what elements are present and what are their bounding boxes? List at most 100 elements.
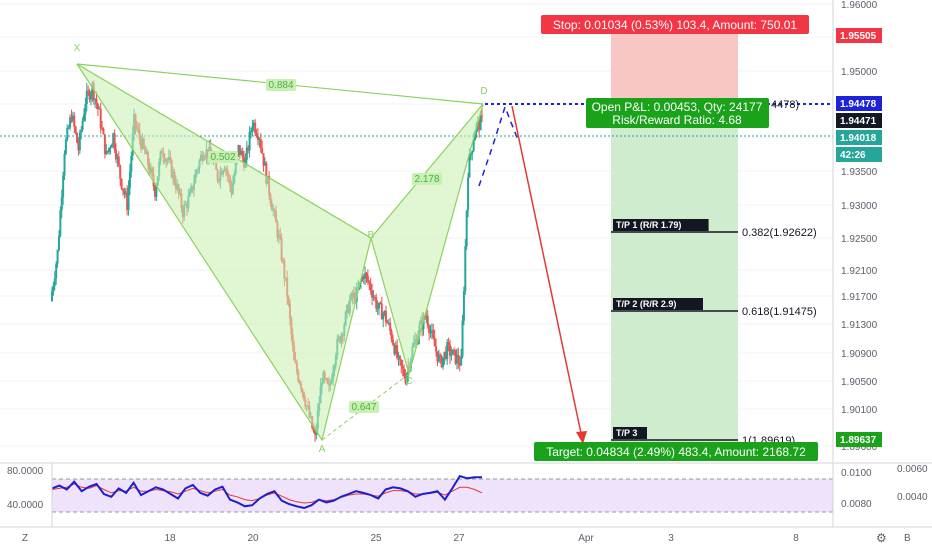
- candle-body: [80, 129, 83, 133]
- tp-level-text: 0.618(1.91475): [742, 306, 817, 318]
- candle-body: [53, 278, 56, 286]
- candle-body: [238, 145, 241, 156]
- candle-body: [464, 246, 467, 292]
- pattern-ratio-box: [266, 79, 296, 91]
- candle-body: [113, 133, 116, 150]
- price-badge: [836, 130, 882, 145]
- candle-body: [106, 150, 109, 152]
- candle-body: [444, 351, 447, 359]
- timezone-button[interactable]: Z: [22, 533, 28, 544]
- candle-body: [251, 126, 254, 131]
- candle-body: [94, 98, 97, 100]
- candle-body: [92, 83, 95, 100]
- candle-body: [89, 93, 92, 100]
- stop-label-box: [541, 15, 809, 34]
- candle-body: [469, 153, 472, 156]
- candle-body: [440, 356, 443, 367]
- price-badge-text: 1.94478: [840, 99, 877, 110]
- candle-body: [366, 275, 369, 282]
- candle-body: [382, 313, 385, 320]
- candle-body: [462, 291, 465, 321]
- pattern-triangle-bcd: [370, 103, 484, 377]
- price-axis[interactable]: 1.960001.955001.950001.945001.940001.935…: [832, 0, 882, 462]
- settings-icon[interactable]: ⚙: [876, 531, 887, 545]
- candle-body: [429, 331, 432, 334]
- candle-body: [261, 147, 264, 154]
- candle-body: [387, 323, 390, 325]
- candle-body: [426, 315, 429, 326]
- candle-body: [428, 325, 431, 334]
- candle-body: [450, 354, 453, 356]
- candle-body: [447, 342, 450, 345]
- candle-body: [383, 310, 386, 314]
- time-tick-8: 8: [793, 533, 799, 544]
- price-badge-text: 1.94471: [840, 116, 877, 127]
- pattern-point-label: C: [405, 376, 412, 387]
- candle-body: [128, 171, 131, 188]
- candle-body: [56, 250, 59, 264]
- candle-body: [461, 320, 464, 357]
- osc-left-tick-0: 80.0000: [7, 466, 44, 477]
- candle-body: [117, 156, 120, 166]
- oscillator-pane[interactable]: 80.0000 40.0000 0.0100 0.0080 0.0060 0.0…: [0, 462, 932, 527]
- position-labels[interactable]: Stop: 0.01034 (0.53%) 103.4, Amount: 750…: [534, 15, 818, 461]
- candle-body: [254, 122, 257, 134]
- candle-body: [66, 127, 69, 140]
- candle-body: [245, 147, 248, 160]
- time-tick-18: 18: [164, 533, 176, 544]
- tp-label-box: [613, 298, 703, 310]
- candle-body: [371, 290, 374, 298]
- candle-body: [433, 337, 436, 347]
- osc-right-outer-tick-1: 0.0040: [897, 492, 928, 503]
- pattern-point-label: D: [480, 86, 487, 97]
- tp-label: T/P 3: [616, 428, 637, 438]
- price-tick-label: 1.90100: [841, 405, 878, 416]
- price-badge: [836, 432, 882, 447]
- candle-body: [437, 354, 440, 362]
- candle-body: [378, 302, 381, 309]
- candle-body: [85, 90, 88, 105]
- candle-body: [126, 192, 129, 211]
- candle-body: [99, 108, 102, 129]
- time-axis[interactable]: 18 20 25 27 Apr 3 8 Z ⚙ B: [0, 526, 932, 545]
- harmonic-pattern[interactable]: X A B C D 0.884 0.502 2.178 0.647: [74, 43, 488, 455]
- candle-body: [372, 296, 375, 298]
- candle-body: [379, 302, 382, 304]
- candle-body: [478, 120, 481, 131]
- candle-body: [404, 376, 407, 383]
- candle-body: [241, 151, 244, 158]
- candle-body: [116, 156, 119, 160]
- osc-right-outer-tick-0: 0.0060: [897, 464, 928, 475]
- stop-loss-zone: [611, 33, 738, 104]
- price-badge-text: 1.89637: [840, 435, 877, 446]
- take-profit-zone: [611, 104, 738, 442]
- candle-body: [88, 91, 91, 100]
- candle-body: [73, 115, 76, 127]
- price-axis-badges: 1.95505 1.94478 1.94471 1.94018 42:26 1.89637: [836, 28, 882, 447]
- candle-body: [380, 303, 383, 320]
- candle-body: [391, 339, 394, 345]
- candle-body: [127, 187, 130, 211]
- pattern-point-label: A: [319, 444, 326, 455]
- candle-body: [98, 108, 101, 110]
- pattern-ratio-box: [208, 151, 238, 163]
- candle-body: [101, 128, 104, 130]
- candle-body: [265, 162, 268, 184]
- candle-body: [78, 132, 81, 151]
- price-badge-text: 1.95505: [840, 31, 877, 42]
- price-plot-area[interactable]: X A B C D 0.884 0.502 2.178 0.647 T/P 1 (R/R 1.7…: [0, 3, 833, 461]
- scale-mode-button[interactable]: B: [904, 533, 911, 544]
- pattern-ratio-label: 0.884: [268, 80, 293, 91]
- candle-body: [102, 128, 105, 135]
- candle-body: [386, 322, 389, 324]
- projected-drop-arrowhead: [576, 431, 587, 444]
- pnl-label-box: [586, 98, 769, 128]
- rr-label: Risk/Reward Ratio: 4.68: [612, 113, 742, 127]
- candle-body: [109, 147, 112, 149]
- candle-body: [432, 330, 435, 338]
- candle-body: [87, 90, 90, 92]
- candle-body: [258, 139, 261, 141]
- candle-body: [401, 366, 404, 369]
- target-label-box: [534, 442, 818, 461]
